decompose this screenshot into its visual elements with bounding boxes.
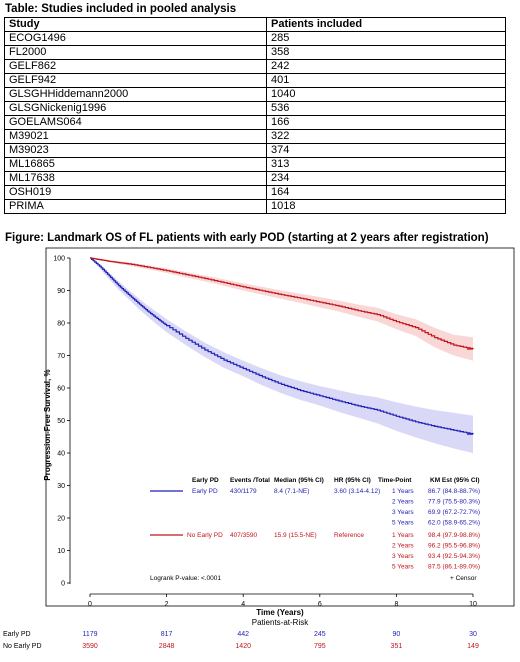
- at-risk-value: 3590: [82, 643, 98, 650]
- x-tick-label: 8: [394, 601, 398, 608]
- at-risk-value: 30: [469, 631, 477, 638]
- legend-km-estimate: 93.4 (92.5-94.3%): [428, 553, 480, 560]
- at-risk-value: 795: [314, 643, 326, 650]
- legend-km-estimate: 87.5 (86.1-89.0%): [428, 564, 480, 571]
- study-name-cell: OSH019: [4, 185, 267, 200]
- x-tick-label: 6: [318, 601, 322, 608]
- legend-header-median: Median (95% CI): [274, 477, 324, 484]
- legend-timepoint: 2 Years: [392, 543, 414, 550]
- study-name-cell: PRIMA: [4, 199, 267, 214]
- at-risk-value: 817: [161, 631, 173, 638]
- at-risk-row-label: No Early PD: [3, 643, 42, 650]
- legend-group-label: Early PD: [192, 488, 218, 495]
- patients-count-cell: 322: [266, 129, 506, 144]
- legend-timepoint: 5 Years: [392, 564, 414, 571]
- study-name-cell: GLSGHHiddemann2000: [4, 87, 267, 102]
- at-risk-row-label: Early PD: [3, 631, 31, 638]
- at-risk-value: 90: [393, 631, 401, 638]
- patients-count-cell: 242: [266, 59, 506, 74]
- y-tick-label: 80: [57, 321, 65, 328]
- legend-header-hr: HR (95% CI): [334, 477, 371, 484]
- y-tick-label: 90: [57, 288, 65, 295]
- legend-km-estimate: 86.7 (84.8-88.7%): [428, 488, 480, 495]
- legend-header-group: Early PD: [192, 477, 219, 484]
- legend-header-km: KM Est (95% CI): [430, 477, 479, 484]
- at-risk-value: 2848: [159, 643, 175, 650]
- at-risk-value: 149: [467, 643, 479, 650]
- logrank-pvalue: Logrank P-value: <.0001: [150, 575, 221, 582]
- x-tick-label: 2: [165, 601, 169, 608]
- header-study: Study: [4, 17, 267, 32]
- at-risk-value: 442: [237, 631, 249, 638]
- table-row: GLSGNickenig1996 536: [4, 101, 506, 116]
- legend-events-value: 407/3590: [230, 532, 257, 539]
- y-tick-label: 50: [57, 418, 65, 425]
- x-tick-label: 4: [241, 601, 245, 608]
- plot-frame: [45, 247, 515, 607]
- legend-header-timepoint: Time-Point: [378, 477, 412, 484]
- at-risk-value: 1420: [235, 643, 251, 650]
- legend-events-value: 430/1179: [230, 488, 257, 495]
- legend-header-events: Events /Total: [230, 477, 270, 484]
- legend-timepoint: 1 Years: [392, 488, 414, 495]
- early-pd-ci-band: [90, 258, 473, 453]
- legend-km-estimate: 62.0 (58.9-65.2%): [428, 520, 480, 527]
- legend-timepoint: 1 Years: [392, 532, 414, 539]
- at-risk-value: 1179: [82, 631, 97, 638]
- table-row: GLSGHHiddemann2000 1040: [4, 87, 506, 102]
- table-row: GELF862 242: [4, 59, 506, 74]
- legend-hr-value: Reference: [334, 532, 364, 539]
- no-early-pd-curve: [90, 257, 474, 349]
- patients-count-cell: 1018: [266, 199, 506, 214]
- legend-hr-value: 3.60 (3.14-4.12): [334, 488, 380, 495]
- legend-km-estimate: 96.2 (95.5-96.8%): [428, 543, 480, 550]
- legend-timepoint: 5 Years: [392, 520, 414, 527]
- y-tick-label: 10: [57, 548, 65, 555]
- y-tick-label: 100: [53, 256, 65, 263]
- legend-timepoint: 3 Years: [392, 509, 414, 516]
- legend-km-estimate: 98.4 (97.9-98.8%): [428, 532, 480, 539]
- y-tick-label: 70: [57, 353, 65, 360]
- early-pd-curve: [90, 257, 474, 435]
- figure-caption: Figure: Landmark OS of FL patients with …: [5, 232, 489, 244]
- table-caption: Table: Studies included in pooled analys…: [5, 3, 237, 15]
- table-row: M39021 322: [4, 129, 506, 144]
- y-tick-label: 30: [57, 483, 65, 490]
- x-tick-label: 0: [88, 601, 92, 608]
- at-risk-title: Patients-at-Risk: [252, 618, 309, 627]
- study-name-cell: M39021: [4, 129, 267, 144]
- legend-km-estimate: 69.9 (67.2-72.7%): [428, 509, 480, 516]
- y-tick-label: 60: [57, 386, 65, 393]
- x-tick-label: 10: [469, 601, 477, 608]
- studies-table: Study Patients included ECOG1496 285 FL200…: [4, 17, 506, 214]
- table-row: GELF942 401: [4, 73, 506, 88]
- legend-group-label: No Early PD: [187, 532, 223, 539]
- legend-median-value: 8.4 (7.1-NE): [274, 488, 309, 495]
- y-tick-label: 0: [61, 581, 65, 588]
- at-risk-value: 245: [314, 631, 326, 638]
- at-risk-value: 351: [391, 643, 403, 650]
- table-row: ECOG1496 285: [4, 31, 506, 46]
- table-header-row: Study Patients included: [4, 17, 506, 32]
- legend-km-estimate: 77.9 (75.5-80.3%): [428, 499, 480, 506]
- censor-legend: + Censor: [450, 575, 477, 582]
- legend-timepoint: 3 Years: [392, 553, 414, 560]
- y-tick-label: 20: [57, 516, 65, 523]
- y-axis-label: Progression-Free Survival, %: [43, 369, 52, 480]
- x-axis-label: Time (Years): [256, 608, 304, 617]
- table-row: PRIMA 1018: [4, 199, 506, 214]
- legend-median-value: 15.9 (15.5-NE): [274, 532, 317, 539]
- legend-timepoint: 2 Years: [392, 499, 414, 506]
- header-patients: Patients included: [266, 17, 506, 32]
- y-tick-label: 40: [57, 451, 65, 458]
